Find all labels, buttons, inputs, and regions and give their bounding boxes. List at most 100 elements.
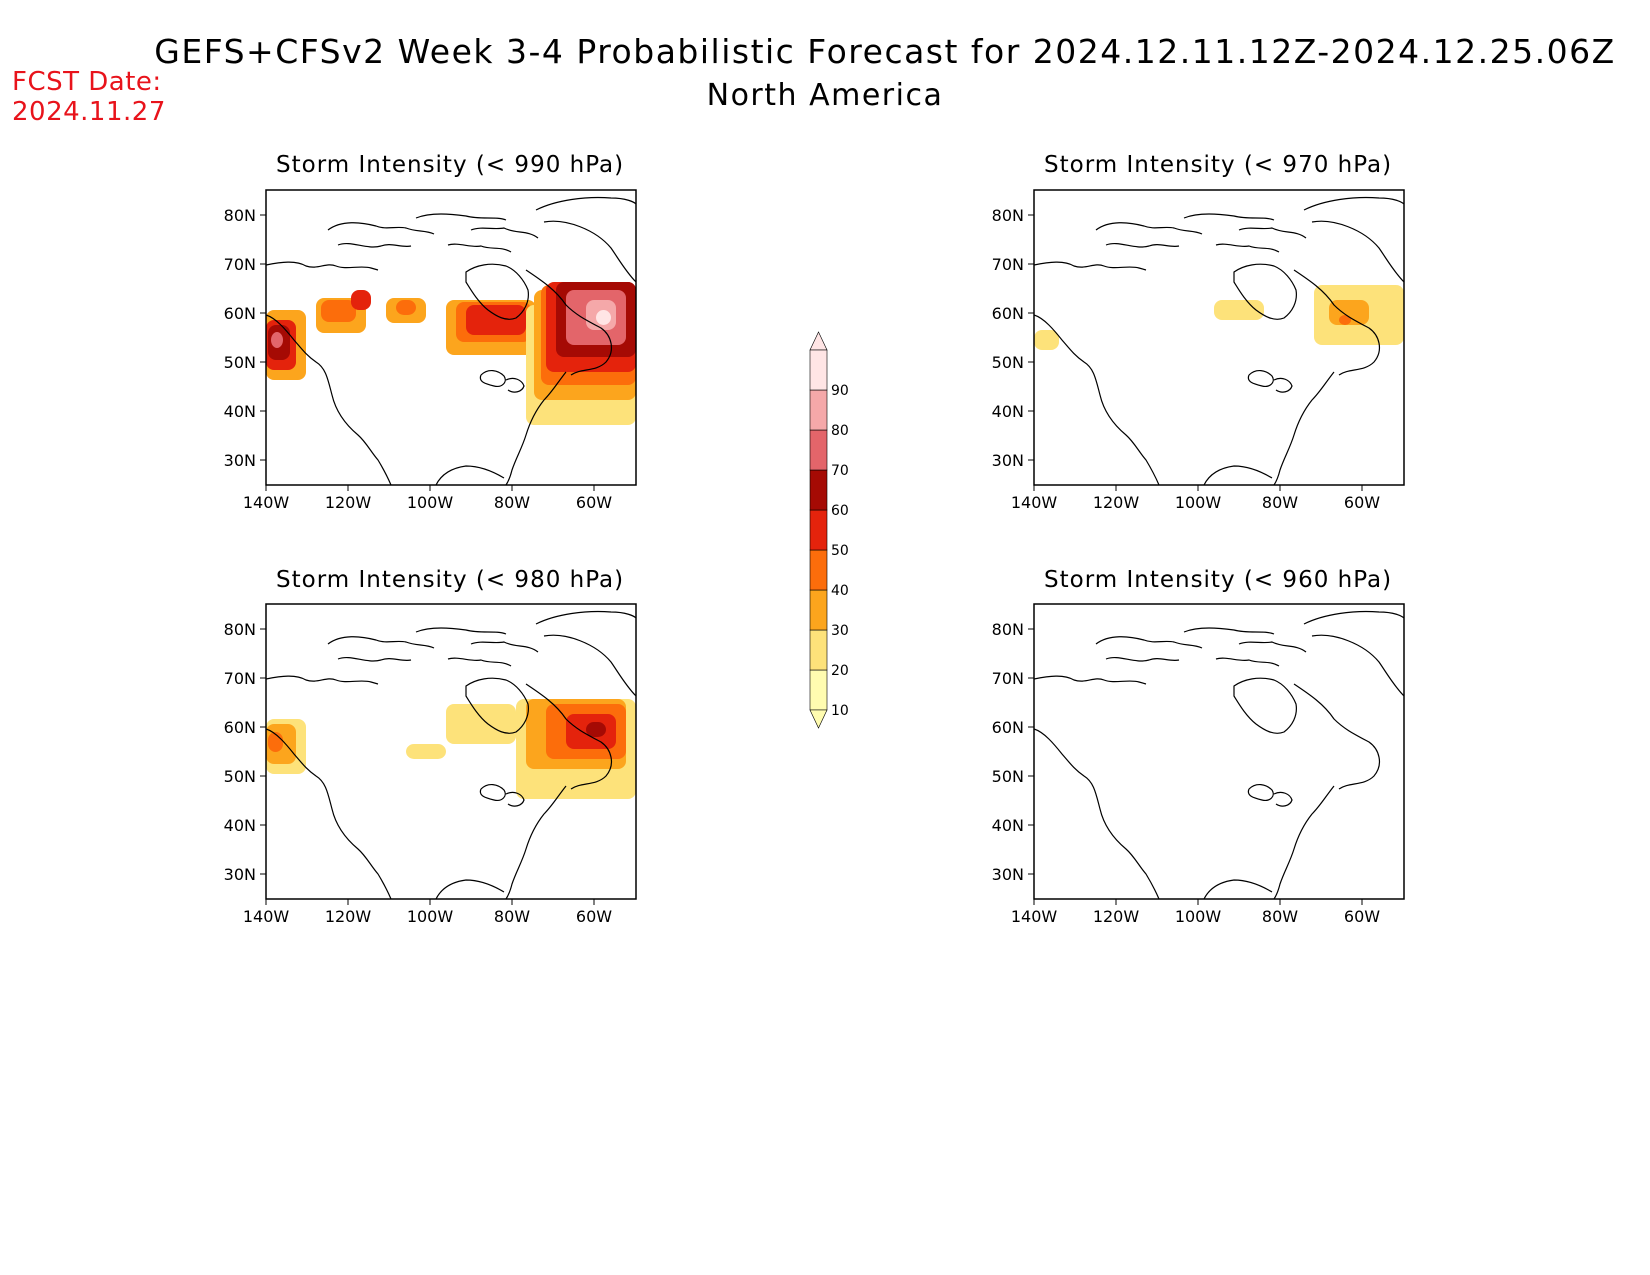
lon-tick-label: 80W (1262, 493, 1298, 512)
coastline (465, 263, 529, 320)
lon-tick-label: 120W (325, 907, 372, 926)
colorbar-top-arrow (809, 331, 828, 351)
lon-tick-label: 100W (1175, 907, 1222, 926)
lat-tick-label: 40N (224, 816, 256, 835)
probability-area (271, 332, 283, 348)
coastline (1233, 677, 1297, 734)
lat-tick-label: 40N (992, 402, 1024, 421)
probability-area (1339, 315, 1351, 325)
lon-tick-label: 80W (494, 493, 530, 512)
lat-tick-label: 70N (224, 669, 256, 688)
coastline (1273, 371, 1335, 485)
lat-tick-label: 50N (224, 767, 256, 786)
colorbar-label: 90 (831, 383, 849, 399)
coastline (1203, 465, 1273, 485)
lat-tick-label: 70N (224, 255, 256, 274)
colorbar-swatch (809, 429, 828, 471)
lon-tick-label: 120W (1093, 907, 1140, 926)
coastline (465, 677, 529, 734)
coastline (479, 370, 525, 393)
lat-tick-label: 70N (992, 669, 1024, 688)
lat-tick-label: 80N (992, 206, 1024, 225)
coastline (266, 261, 392, 485)
colorbar-label: 10 (831, 703, 849, 719)
lat-tick-label: 30N (224, 865, 256, 884)
panel-title-980: Storm Intensity (< 980 hPa) (276, 567, 625, 593)
chart-subtitle: North America (706, 78, 944, 113)
panel-title-960: Storm Intensity (< 960 hPa) (1044, 567, 1393, 593)
colorbar-bottom-arrow (809, 709, 828, 729)
lat-tick-label: 80N (224, 206, 256, 225)
coastline (327, 213, 539, 253)
coastline (1303, 610, 1404, 697)
lat-tick-label: 40N (224, 402, 256, 421)
lon-tick-label: 60W (1344, 493, 1380, 512)
lat-tick-label: 50N (992, 767, 1024, 786)
coastline (327, 627, 539, 667)
coastline (505, 785, 567, 899)
coastline (1203, 879, 1273, 899)
lat-tick-label: 80N (992, 620, 1024, 639)
lon-tick-label: 100W (1175, 493, 1222, 512)
probability-area (1034, 330, 1059, 350)
coastline (1034, 261, 1160, 485)
probability-area (1214, 300, 1264, 320)
colorbar-label: 30 (831, 623, 849, 639)
lat-tick-label: 30N (992, 451, 1024, 470)
lat-tick-label: 60N (224, 718, 256, 737)
colorbar-swatch (809, 669, 828, 711)
colorbar-swatch (809, 509, 828, 551)
chart-title: GEFS+CFSv2 Week 3-4 Probabilistic Foreca… (154, 32, 1616, 71)
coastline (1247, 784, 1293, 807)
coastline (1293, 683, 1381, 790)
probability-area (396, 300, 416, 315)
probability-area (446, 704, 516, 744)
forecast-date-label: FCST Date: (12, 67, 162, 97)
panel-title-970: Storm Intensity (< 970 hPa) (1044, 152, 1393, 178)
colorbar-swatch (809, 469, 828, 511)
colorbar-swatch (809, 629, 828, 671)
lon-tick-label: 80W (1262, 907, 1298, 926)
colorbar: 10 20 30 40 50 60 70 80 90 (809, 331, 849, 729)
coastline (435, 465, 505, 485)
colorbar-label: 50 (831, 543, 849, 559)
lon-tick-label: 120W (1093, 493, 1140, 512)
coastline (1293, 269, 1381, 376)
colorbar-label: 60 (831, 503, 849, 519)
colorbar-label: 80 (831, 423, 849, 439)
probability-area (351, 290, 371, 310)
probability-area (586, 722, 606, 737)
coastline (1303, 196, 1404, 283)
map-panel-980: 80N 70N 60N 50N 40N 30N 140W 120W 100W 80W 60W (224, 603, 637, 926)
lon-tick-label: 140W (1011, 493, 1058, 512)
forecast-date-value: 2024.11.27 (12, 97, 166, 127)
colorbar-swatch (809, 549, 828, 591)
lon-tick-label: 60W (576, 493, 612, 512)
panel-title-990: Storm Intensity (< 990 hPa) (276, 152, 625, 178)
coastline (1095, 213, 1307, 253)
probability-area (321, 300, 356, 322)
probability-area (1329, 300, 1369, 325)
lat-tick-label: 30N (992, 865, 1024, 884)
map-panel-990: 80N 70N 60N 50N 40N 30N 140W 120W 100W 80W 60W (224, 189, 637, 512)
coastline (479, 784, 525, 807)
lat-tick-label: 60N (992, 718, 1024, 737)
lat-tick-label: 50N (992, 353, 1024, 372)
lon-tick-label: 60W (576, 907, 612, 926)
coastline (1273, 785, 1335, 899)
lat-tick-label: 40N (992, 816, 1024, 835)
map-frame (1033, 603, 1405, 900)
colorbar-swatch (809, 589, 828, 631)
map-panel-960: 80N 70N 60N 50N 40N 30N 140W 120W 100W 80W 60W (992, 603, 1405, 926)
map-panel-970: 80N 70N 60N 50N 40N 30N 140W 120W 100W 80W 60W (992, 189, 1405, 512)
coastline (525, 269, 613, 376)
lon-tick-label: 100W (407, 907, 454, 926)
map-frame (1033, 189, 1405, 486)
coastline (435, 879, 505, 899)
coastline (1095, 627, 1307, 667)
lat-tick-label: 60N (224, 304, 256, 323)
coastline (1247, 370, 1293, 393)
coastline (535, 610, 636, 697)
lat-tick-label: 50N (224, 353, 256, 372)
lon-tick-label: 120W (325, 493, 372, 512)
